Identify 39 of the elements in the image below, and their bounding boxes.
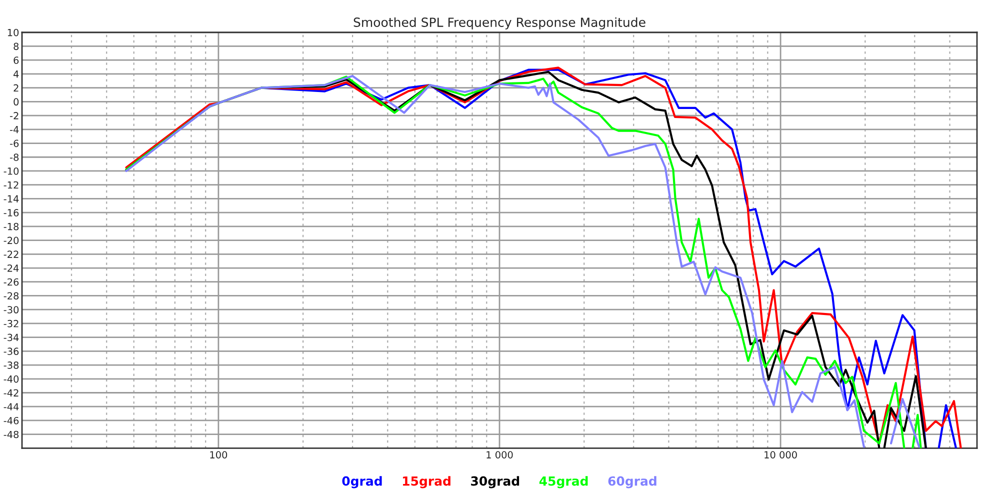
y-tick-label: -30 — [4, 306, 19, 314]
y-tick-label: 8 — [14, 42, 19, 50]
y-tick-label: -10 — [4, 167, 19, 175]
y-tick-label: -2 — [10, 112, 18, 120]
y-tick-label: -48 — [4, 430, 19, 438]
y-tick-label: -38 — [4, 362, 19, 369]
x-tick-label: 1 000 — [486, 451, 513, 459]
y-tick-label: -46 — [4, 416, 19, 424]
x-tick-label: 10 000 — [764, 451, 797, 459]
y-tick-label: -12 — [4, 181, 18, 189]
y-tick-label: 0 — [14, 98, 19, 106]
y-tick-label: -22 — [4, 250, 18, 258]
text: 30grad — [471, 476, 520, 488]
text: 0grad — [342, 476, 382, 488]
y-tick-label: -16 — [4, 209, 19, 216]
y-tick-label: -18 — [4, 222, 19, 230]
y-tick-label: 10 — [8, 28, 19, 36]
y-tick-label: -8 — [10, 154, 19, 161]
y-tick-label: 2 — [14, 84, 18, 92]
y-tick-label: -20 — [4, 236, 19, 244]
y-tick-label: -44 — [4, 403, 19, 410]
y-tick-label: -14 — [4, 195, 19, 202]
y-tick-label: -42 — [4, 389, 18, 396]
chart-title: Smoothed SPL Frequency Response Magnitude — [354, 17, 646, 30]
y-tick-label: -34 — [4, 334, 19, 342]
text: 15grad — [402, 476, 450, 488]
y-tick-label: -32 — [4, 320, 18, 328]
y-tick-label: -4 — [10, 126, 19, 134]
text: 45grad — [539, 476, 588, 488]
text: 60grad — [608, 476, 656, 488]
y-tick-label: 4 — [14, 70, 19, 78]
y-tick-label: -26 — [4, 278, 19, 286]
y-tick-label: -6 — [10, 140, 19, 148]
y-tick-label: -40 — [4, 375, 19, 383]
y-tick-label: -28 — [4, 292, 19, 300]
y-tick-label: -24 — [4, 264, 19, 272]
y-tick-label: 6 — [14, 56, 19, 64]
x-tick-label: 100 — [210, 451, 228, 459]
y-tick-label: -36 — [4, 348, 19, 356]
